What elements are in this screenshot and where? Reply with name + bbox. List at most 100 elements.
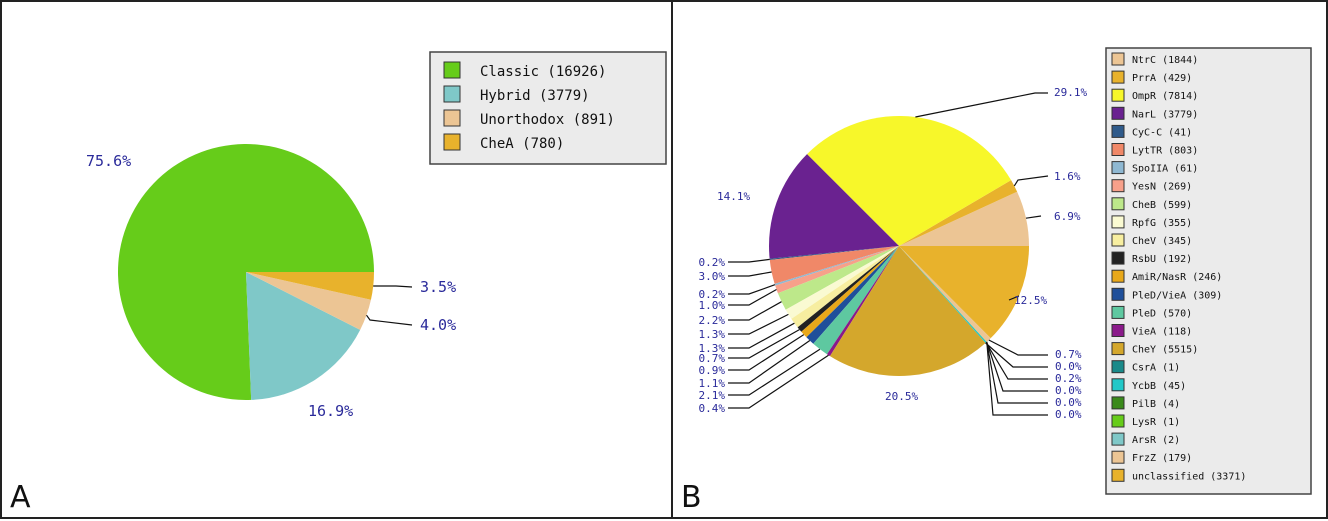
legend-swatch	[1111, 233, 1125, 247]
legend-swatch	[1111, 414, 1125, 428]
legend-label: PleD (570)	[1132, 308, 1192, 319]
legend-swatch	[1111, 396, 1125, 410]
legend-swatch	[1111, 269, 1125, 283]
percent-label: 75.6%	[86, 152, 131, 170]
leader-line	[1008, 295, 1020, 301]
pie-slice-cyc-c	[769, 246, 899, 260]
legend-label: Classic (16926)	[480, 64, 606, 80]
legend-swatch	[1111, 251, 1125, 265]
pie-slice-lysr	[899, 246, 987, 342]
percent-label: 0.9%	[699, 364, 726, 377]
percent-label: 4.0%	[420, 316, 456, 334]
leader-line	[728, 313, 789, 335]
legend-label: CheA (780)	[480, 136, 564, 152]
pie-chart-b: 6.9%1.6%29.1%14.1%0.2%3.0%0.2%1.0%2.2%1.…	[699, 47, 1312, 495]
pie-slice-lyttr	[769, 246, 899, 284]
panel-a: 75.6% 16.9% 4.0% 3.5% Classic (16926) Hybrid …	[0, 0, 673, 519]
legend-label: RsbU (192)	[1132, 254, 1192, 265]
percent-label: 0.0%	[1055, 408, 1082, 421]
percent-label: 1.0%	[699, 299, 726, 312]
leader-line	[728, 288, 777, 306]
leader-line	[728, 329, 800, 359]
pie-slice-unorthodox	[246, 272, 371, 330]
legend-label: FrzZ (179)	[1132, 453, 1192, 464]
pie-slice-ntrc	[899, 191, 1029, 246]
legend-swatch	[1111, 179, 1125, 193]
percent-label: 0.0%	[1055, 396, 1082, 409]
percent-label: 0.4%	[699, 402, 726, 415]
legend-label: RpfG (355)	[1132, 218, 1192, 229]
leader-line	[373, 285, 413, 288]
legend-label: PrrA (429)	[1132, 73, 1192, 84]
pie-slice-frzz	[899, 246, 991, 342]
leader-line	[988, 339, 1048, 356]
pie-slice-rpfg	[785, 246, 899, 319]
legend-swatch	[1111, 197, 1125, 211]
percent-label: 20.5%	[885, 390, 918, 403]
pie-slice-ycbb	[899, 246, 987, 343]
legend-label: AmiR/NasR (246)	[1132, 272, 1222, 283]
pie-slice-chev	[791, 246, 899, 328]
percent-label: 1.3%	[699, 328, 726, 341]
percent-label: 2.1%	[699, 389, 726, 402]
legend-swatch	[443, 61, 461, 79]
legend-label: LytTR (803)	[1132, 146, 1198, 157]
percent-label: 2.2%	[699, 314, 726, 327]
legend-swatch	[1111, 88, 1125, 102]
percent-label: 3.5%	[420, 278, 456, 296]
panel-b: 6.9% 1.6% 29.1% 14.1% 0.2% 3.0% 0.2% 1.0% 2.2% 1.…	[671, 0, 1328, 519]
legend-swatch	[1111, 143, 1125, 156]
legend-swatch	[443, 133, 461, 151]
leader-line	[728, 340, 811, 384]
legend-swatch	[1111, 70, 1125, 84]
percent-label: 1.6%	[1054, 170, 1081, 183]
legend-label: NarL (3779)	[1132, 109, 1198, 120]
legend-swatch	[1111, 52, 1125, 66]
leader-line	[986, 341, 1048, 404]
percent-label: 0.0%	[1055, 360, 1082, 373]
legend-label: LysR (1)	[1132, 417, 1180, 428]
legend-swatch	[1111, 450, 1125, 464]
pie-slice-pled	[813, 246, 899, 355]
percent-label: 29.1%	[1054, 86, 1087, 99]
legend: Classic (16926) Hybrid (3779) Unorthodox (…	[429, 51, 667, 165]
percent-label: 12.5%	[1014, 294, 1047, 307]
leader-line	[986, 341, 1048, 392]
legend-label: SpoIIA (61)	[1132, 164, 1198, 175]
percent-label: 16.9%	[308, 402, 353, 420]
pie-slice-spoiia	[774, 246, 899, 286]
leader-line	[985, 342, 1048, 380]
legend-swatch	[1111, 161, 1125, 175]
percent-label: 1.3%	[699, 342, 726, 355]
panel-letter-b: B	[681, 480, 702, 515]
legend-swatch	[1111, 287, 1125, 301]
percent-label: 3.0%	[699, 270, 726, 283]
pie-slice-pled-viea	[806, 246, 899, 344]
legend-label: Hybrid (3779)	[480, 88, 590, 104]
percent-label: 0.2%	[699, 256, 726, 269]
pie-slice-chey	[829, 246, 986, 376]
pie-slice-cheb	[777, 246, 899, 310]
legend-label: YcbB (45)	[1132, 381, 1186, 392]
percent-label: 14.1%	[717, 190, 750, 203]
legend-label: PilB (4)	[1132, 399, 1180, 410]
pie-slice-viea	[826, 246, 899, 357]
legend-label: CheY (5515)	[1132, 345, 1198, 356]
pie-slice-csra	[899, 246, 986, 343]
leader-line	[1025, 215, 1042, 219]
legend-swatch	[1111, 106, 1125, 120]
leader-line	[366, 314, 413, 326]
leader-line	[1013, 175, 1049, 187]
percent-label: 0.0%	[1055, 384, 1082, 397]
pie-slice-classic	[118, 144, 375, 401]
legend-label: OmpR (7814)	[1132, 91, 1198, 102]
percent-label: 1.1%	[699, 377, 726, 390]
legend-swatch	[1111, 305, 1125, 319]
leader-line	[728, 301, 782, 321]
legend-swatch	[1111, 360, 1125, 374]
legend-label: CheV (345)	[1132, 236, 1192, 247]
pie-slice-amir-nasr	[801, 246, 899, 338]
leader-line	[915, 92, 1048, 118]
pie-slice-narl	[769, 154, 899, 259]
leader-line	[728, 284, 776, 295]
